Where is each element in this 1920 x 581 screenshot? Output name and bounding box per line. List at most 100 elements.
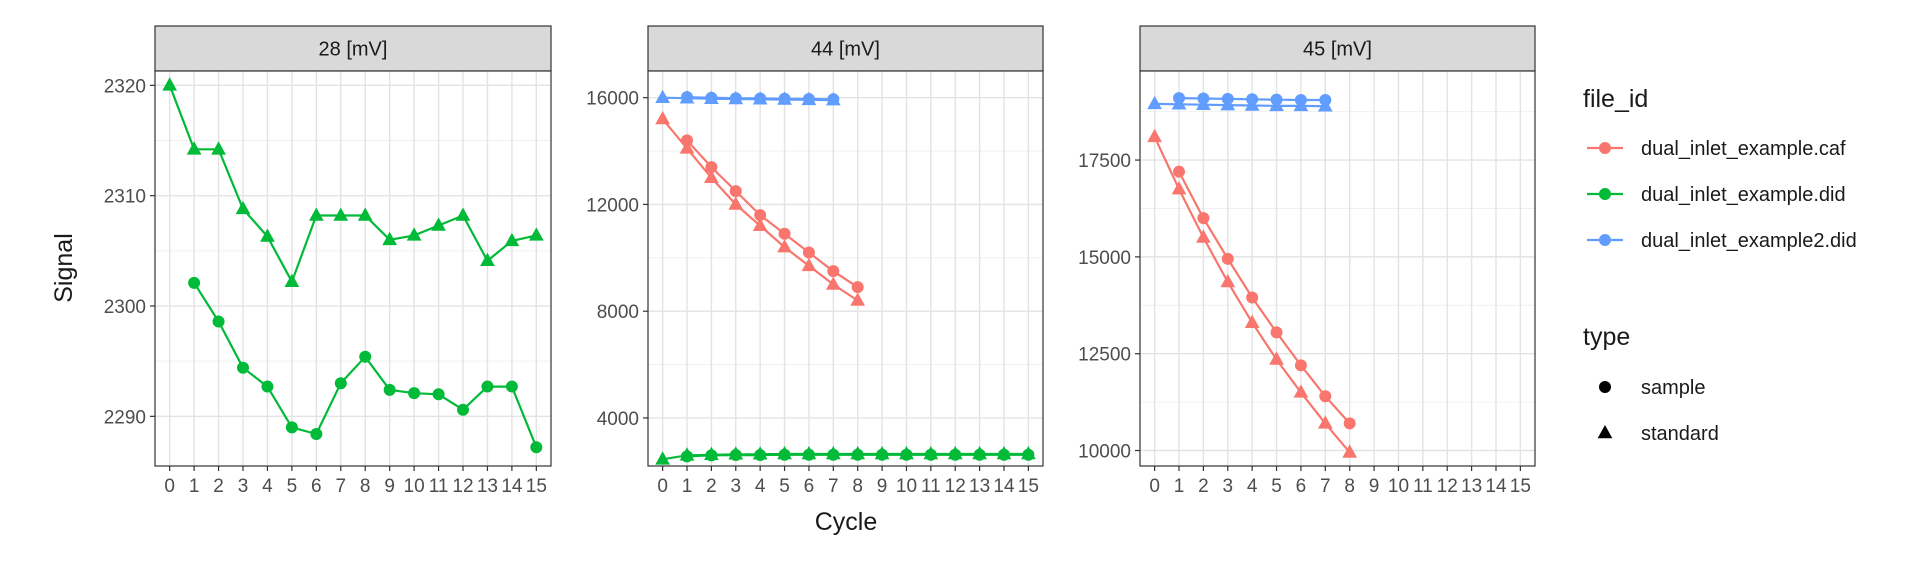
y-tick-label: 2320 [104,76,146,97]
legend-item-label: dual_inlet_example.caf [1641,138,1846,160]
plot-background [1140,71,1535,466]
legend-item: sample [1599,377,1705,399]
series-line [1178,171,1351,425]
data-point [1221,252,1234,265]
data-point [900,448,913,461]
data-point [1246,291,1259,304]
y-tick-label: 4000 [597,409,639,430]
data-point [802,93,815,106]
data-point [162,77,178,91]
data-point [382,231,398,246]
data-point [1022,448,1035,461]
x-tick-label: 8 [1344,476,1355,497]
data-point [655,451,670,465]
legend-item-label: dual_inlet_example2.did [1641,230,1857,252]
x-tick-label: 1 [189,476,200,497]
panel-border [647,70,1044,467]
x-tick-label: 15 [526,476,547,497]
x-tick-label: 3 [238,476,249,497]
data-point [681,134,694,147]
data-point [973,448,986,461]
legend-item-label: standard [1641,423,1719,445]
legend-item: dual_inlet_example.did [1587,184,1846,206]
data-point [480,252,495,267]
data-point [1147,128,1162,143]
data-point [778,227,791,240]
x-tick-label: 1 [682,476,693,497]
data-point [655,110,670,125]
data-point [1197,212,1210,225]
x-tick-label: 0 [657,476,668,497]
x-tick-label: 5 [1271,476,1282,497]
x-tick-label: 15 [1018,476,1039,497]
x-tick-label: 13 [969,476,990,497]
x-tick-label: 9 [877,476,888,497]
x-tick-label: 10 [404,476,425,497]
data-point [704,169,719,184]
data-point [754,449,767,462]
data-point [728,196,744,210]
x-tick-label: 11 [429,476,449,497]
data-point [876,448,889,461]
facet-strip-label: 45 [mV] [1303,39,1372,61]
data-point [1173,92,1186,105]
x-tick-label: 11 [921,476,941,497]
data-point [1244,314,1260,328]
legend-key-point [1599,381,1611,393]
y-tick-label: 2290 [104,407,146,428]
data-point [408,387,421,400]
series-line [168,84,537,285]
x-tick-label: 7 [1320,476,1331,497]
data-point [310,428,323,441]
data-point [825,276,841,290]
legend-item: standard [1597,423,1719,445]
data-point [1197,92,1210,105]
x-tick-label: 10 [896,476,917,497]
data-point [681,91,694,104]
legend-title-type: type [1583,323,1630,351]
data-point [752,217,768,232]
data-point [1220,274,1236,288]
data-point [383,383,396,396]
data-point [802,448,815,461]
data-point [827,93,840,106]
x-tick-label: 6 [1296,476,1307,497]
x-tick-label: 11 [1413,476,1433,497]
data-point [705,449,718,462]
data-point [1171,181,1187,195]
data-point [850,292,866,306]
data-point [188,276,201,289]
x-tick-label: 12 [452,476,473,497]
data-point [679,140,695,154]
data-point [1173,165,1186,178]
x-tick-label: 3 [730,476,741,497]
data-point [357,207,373,221]
x-tick-label: 5 [287,476,298,497]
x-tick-label: 2 [706,476,717,497]
x-tick-label: 6 [311,476,322,497]
x-tick-label: 6 [804,476,815,497]
y-tick-label: 17500 [1078,151,1131,172]
data-point [308,207,324,221]
data-point [949,448,962,461]
facet-strip [647,25,1044,72]
data-point [237,361,249,374]
y-tick-label: 12000 [586,195,639,216]
x-tick-label: 3 [1222,476,1233,497]
facet-strip [154,25,552,72]
x-tick-label: 13 [1461,476,1482,497]
legend-item-label: dual_inlet_example.did [1641,184,1846,206]
data-point [924,448,937,461]
legend-title-file-id: file_id [1583,85,1648,113]
x-tick-label: 4 [1247,476,1258,497]
x-tick-label: 5 [779,476,790,497]
data-point [681,450,694,463]
x-tick-label: 9 [384,476,395,497]
data-point [729,92,742,105]
data-point [1269,351,1284,365]
x-tick-label: 8 [852,476,863,497]
